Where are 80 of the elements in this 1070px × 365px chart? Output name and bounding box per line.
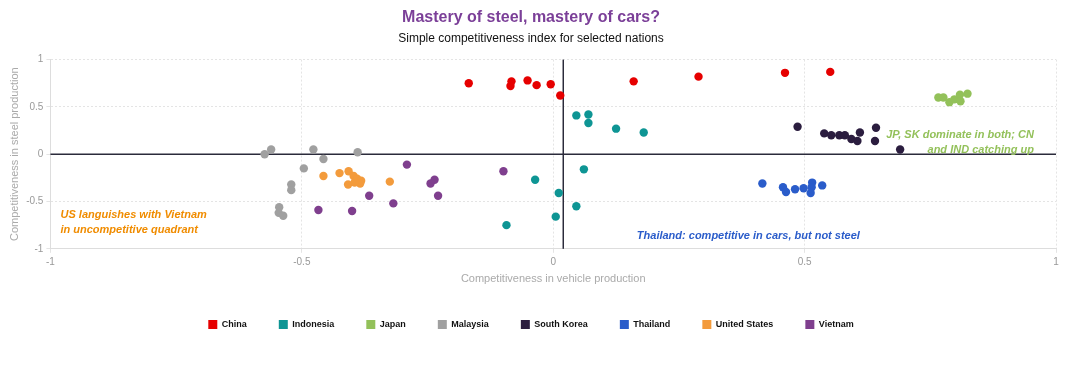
point [781,187,791,197]
point [793,122,802,131]
point [523,76,532,85]
point [806,188,815,198]
point [870,136,880,146]
point [629,77,638,86]
point [853,136,862,146]
y-tick-label: 1 [37,53,44,65]
annotation: US languishes with Vietnam in uncompetitive quadrant [60,207,207,235]
point [554,188,563,198]
legend-label: Indonesia [292,318,336,329]
point [314,205,323,215]
point [963,89,972,98]
x-axis-title: Competitiveness in vehicle production [460,272,646,285]
point [579,165,589,174]
point [502,220,511,230]
point [584,118,593,128]
x-tick-label: 0.5 [797,255,812,267]
point [353,148,362,157]
y-tick-label: 0.5 [29,100,44,112]
point [639,128,648,137]
point [818,181,827,190]
x-tick-label: -1 [45,255,56,267]
point [855,128,865,137]
point [343,180,353,189]
point [790,185,800,194]
legend-label: Malaysia [451,318,490,329]
point [780,68,790,78]
y-tick-label: -1 [34,242,44,254]
legend-label: South Korea [534,318,589,329]
point [347,206,357,216]
point [506,81,515,91]
point [385,177,395,186]
annotation: Thailand: competitive in cars, but not steel [636,228,861,241]
point [758,179,767,188]
legend-label: Japan [379,318,406,329]
point [546,80,555,89]
x-tick-label: -0.5 [293,255,311,267]
point [266,145,276,154]
x-tick-label: 0 [550,255,557,267]
point [827,131,836,140]
y-tick-label: 0 [37,147,44,159]
point [572,202,581,211]
point [611,124,621,133]
point [556,91,565,100]
point [279,211,288,220]
legend-label: Thailand [633,318,671,329]
point [694,72,703,81]
point [433,191,443,201]
legend-label: United States [715,318,774,329]
point [464,79,473,88]
point [532,80,541,90]
x-tick-label: 1 [1053,255,1060,267]
point [319,154,328,164]
y-axis-title: Competitiveness in steel production [7,67,20,242]
point [895,145,905,154]
point [799,184,808,193]
point [826,67,835,77]
point [319,171,328,181]
chart-subtitle: Simple competitiveness index for selected nations [398,30,664,45]
point [584,110,593,119]
point [530,175,540,184]
point [309,145,318,154]
y-tick-label: -0.5 [26,195,44,207]
point [389,199,398,208]
point [260,150,269,159]
point [299,164,309,173]
legend-label: Vietnam [818,318,854,329]
point [402,160,412,169]
point [572,111,581,120]
legend-label: China [221,318,248,329]
point [551,212,560,221]
point [426,179,435,188]
point [335,168,344,178]
point [871,123,881,132]
point [956,97,965,106]
chart-title: Mastery of steel, mastery of cars? [402,8,660,26]
annotation: JP, SK dominate in both; CN and IND catching up [886,128,1035,156]
point [365,191,374,201]
point [499,167,508,176]
